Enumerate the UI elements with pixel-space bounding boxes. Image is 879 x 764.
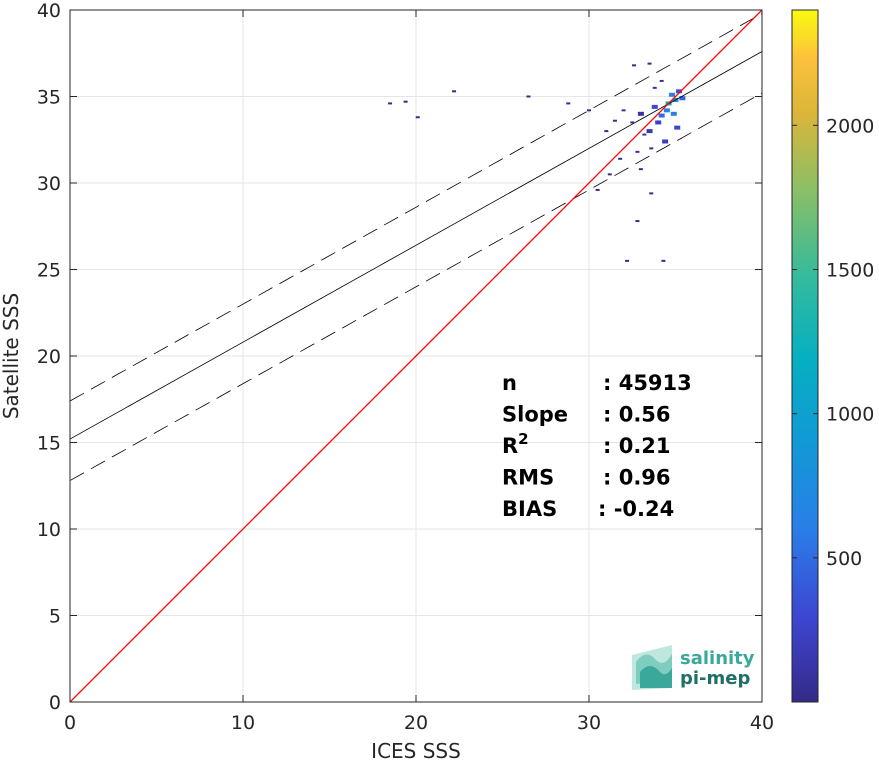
density-cell bbox=[526, 95, 531, 98]
density-cell bbox=[649, 147, 654, 150]
density-cell bbox=[587, 109, 591, 112]
x-tick-label: 10 bbox=[231, 712, 255, 734]
colorbar-tick-label: 1500 bbox=[826, 260, 874, 282]
density-cell bbox=[649, 192, 654, 195]
stats-box: n : 45913 Slope : 0.56 R2 : 0.21 RMS : 0.96 BIAS… bbox=[502, 371, 692, 521]
density-cell bbox=[630, 121, 635, 124]
y-tick-label: 20 bbox=[37, 346, 61, 368]
density-cell bbox=[646, 129, 653, 134]
density-cell bbox=[415, 116, 420, 119]
density-cell bbox=[635, 220, 640, 223]
density-cell bbox=[403, 100, 408, 103]
colorbar bbox=[791, 9, 819, 703]
lower-bound-line bbox=[70, 92, 762, 481]
colorbar-tick-label: 1000 bbox=[826, 404, 874, 426]
density-cell bbox=[655, 120, 662, 125]
density-cell bbox=[635, 150, 640, 153]
density-cell bbox=[669, 92, 676, 97]
density-cell bbox=[652, 86, 657, 89]
y-tick-label: 5 bbox=[49, 606, 61, 628]
stat-value: : 0.21 bbox=[603, 434, 671, 458]
stat-label-superscript: 2 bbox=[518, 430, 528, 448]
logo-waves-icon bbox=[632, 645, 672, 690]
density-cell bbox=[612, 119, 617, 122]
logo-line1: salinity bbox=[680, 648, 755, 669]
regression-line bbox=[70, 51, 762, 440]
density-cell bbox=[595, 188, 600, 191]
logo-line2: pi-mep bbox=[680, 668, 750, 689]
density-cell bbox=[663, 108, 670, 113]
x-tick-label: 30 bbox=[577, 712, 601, 734]
density-cell bbox=[452, 90, 457, 93]
colorbar-tick-label: 500 bbox=[826, 548, 862, 570]
density-cell bbox=[637, 111, 644, 116]
logo: salinity pi-mep bbox=[632, 645, 755, 690]
fit-lines bbox=[70, 10, 762, 702]
data-marks bbox=[388, 62, 686, 262]
density-cell bbox=[661, 259, 666, 262]
upper-bound-line bbox=[70, 13, 762, 402]
density-cell bbox=[621, 109, 626, 112]
one-to-one-line bbox=[70, 10, 762, 702]
density-cell bbox=[638, 168, 643, 171]
y-tick-label: 25 bbox=[37, 260, 61, 282]
density-cell bbox=[631, 64, 636, 67]
density-cell bbox=[647, 62, 652, 65]
y-tick-label: 40 bbox=[37, 0, 61, 22]
y-axis-label: Satellite SSS bbox=[0, 293, 23, 419]
density-cell bbox=[670, 111, 677, 116]
stat-label: RMS bbox=[502, 466, 554, 490]
stat-label: BIAS bbox=[502, 497, 557, 521]
density-cell bbox=[658, 113, 665, 118]
density-cell bbox=[662, 139, 669, 144]
density-cell bbox=[618, 157, 623, 160]
density-cell bbox=[679, 96, 686, 101]
density-cell bbox=[642, 133, 647, 136]
stat-label: R2 bbox=[502, 430, 529, 458]
x-tick-label: 20 bbox=[404, 712, 428, 734]
axis-ticks: 0 10 20 30 40 0 5 10 15 20 25 30 35 40 bbox=[37, 0, 774, 734]
density-cell bbox=[625, 259, 630, 262]
y-tick-label: 15 bbox=[37, 433, 61, 455]
stat-value: : -0.24 bbox=[598, 497, 674, 521]
density-cell bbox=[675, 89, 682, 94]
density-cell bbox=[674, 125, 681, 130]
density-cell bbox=[566, 102, 571, 105]
x-axis-label: ICES SSS bbox=[371, 739, 461, 763]
density-cell bbox=[388, 102, 393, 105]
y-tick-label: 0 bbox=[49, 692, 61, 714]
x-tick-label: 0 bbox=[64, 712, 76, 734]
density-cell bbox=[651, 104, 658, 109]
stat-value: : 0.96 bbox=[603, 466, 671, 490]
y-tick-label: 35 bbox=[37, 87, 61, 109]
stat-label: n bbox=[502, 371, 517, 395]
density-cell bbox=[604, 130, 609, 133]
density-cell bbox=[659, 79, 664, 82]
stat-value: : 45913 bbox=[603, 371, 692, 395]
density-cell bbox=[607, 173, 612, 176]
y-tick-label: 10 bbox=[37, 519, 61, 541]
stat-value: : 0.56 bbox=[603, 403, 671, 427]
colorbar-ticks: 500 1000 1500 2000 bbox=[792, 115, 874, 570]
x-tick-label: 40 bbox=[750, 712, 774, 734]
y-tick-label: 30 bbox=[37, 173, 61, 195]
stat-label: Slope bbox=[502, 403, 568, 427]
colorbar-tick-label: 2000 bbox=[826, 115, 874, 137]
